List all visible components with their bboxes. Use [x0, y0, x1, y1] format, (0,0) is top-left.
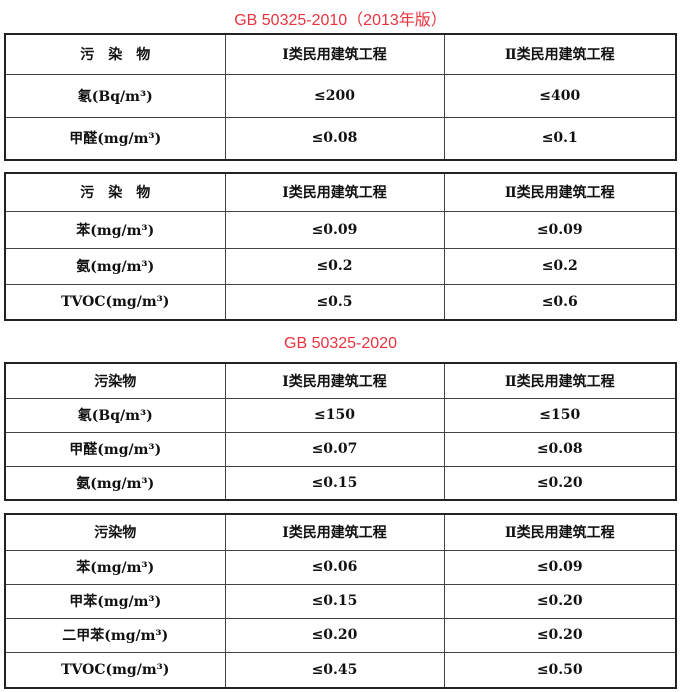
class-1-cell: ≤0.07	[224, 431, 445, 467]
table-header-row: 污染物 Ⅰ类民用建筑工程 Ⅱ类民用建筑工程	[4, 362, 677, 399]
pollutant-limits-table: 污 染 物 Ⅰ类民用建筑工程 Ⅱ类民用建筑工程 氡(Bq/m³) ≤200 ≤400 甲醛(…	[4, 33, 677, 161]
pollutant-cell: 氡(Bq/m³)	[4, 73, 226, 118]
class-1-cell: Ⅰ类民用建筑工程	[224, 513, 445, 551]
table-row: 氨(mg/m³) ≤0.2 ≤0.2	[4, 247, 677, 285]
class-2-cell: Ⅱ类民用建筑工程	[443, 172, 677, 212]
class-1-cell: Ⅰ类民用建筑工程	[224, 172, 445, 212]
pollutant-cell: 污 染 物	[4, 172, 226, 212]
section-title: GB 50325-2010（2013年版）	[234, 12, 447, 29]
class-2-cell: Ⅱ类民用建筑工程	[443, 33, 677, 75]
class-1-cell: ≤0.15	[224, 465, 445, 501]
class-1-cell: ≤0.5	[224, 283, 445, 321]
class-2-cell: ≤400	[443, 73, 677, 118]
class-1-cell: ≤0.09	[224, 210, 445, 249]
pollutant-cell: TVOC(mg/m³)	[4, 283, 226, 321]
table-row: 二甲苯(mg/m³) ≤0.20 ≤0.20	[4, 617, 677, 653]
class-1-cell: ≤0.08	[224, 116, 445, 161]
class-2-cell: Ⅱ类民用建筑工程	[443, 513, 677, 551]
pollutant-limits-table: 污染物 Ⅰ类民用建筑工程 Ⅱ类民用建筑工程 氡(Bq/m³) ≤150 ≤150 甲醛(mg…	[4, 362, 677, 501]
table-row: 甲醛(mg/m³) ≤0.08 ≤0.1	[4, 116, 677, 161]
pollutant-cell: 甲苯(mg/m³)	[4, 583, 226, 619]
class-1-cell: Ⅰ类民用建筑工程	[224, 33, 445, 75]
section-title: GB 50325-2020	[284, 335, 397, 352]
class-1-cell: Ⅰ类民用建筑工程	[224, 362, 445, 399]
table-row: 氡(Bq/m³) ≤200 ≤400	[4, 73, 677, 118]
class-2-cell: ≤0.2	[443, 247, 677, 285]
table-row: 氡(Bq/m³) ≤150 ≤150	[4, 397, 677, 433]
table-header-row: 污 染 物 Ⅰ类民用建筑工程 Ⅱ类民用建筑工程	[4, 172, 677, 212]
pollutant-cell: TVOC(mg/m³)	[4, 651, 226, 689]
class-1-cell: ≤150	[224, 397, 445, 433]
class-2-cell: ≤0.50	[443, 651, 677, 689]
table-row: 氨(mg/m³) ≤0.15 ≤0.20	[4, 465, 677, 501]
table-header-row: 污染物 Ⅰ类民用建筑工程 Ⅱ类民用建筑工程	[4, 513, 677, 551]
class-2-cell: ≤0.08	[443, 431, 677, 467]
class-2-cell: Ⅱ类民用建筑工程	[443, 362, 677, 399]
class-2-cell: ≤0.20	[443, 617, 677, 653]
pollutant-cell: 甲醛(mg/m³)	[4, 431, 226, 467]
class-2-cell: ≤0.20	[443, 583, 677, 619]
pollutant-cell: 甲醛(mg/m³)	[4, 116, 226, 161]
pollutant-cell: 苯(mg/m³)	[4, 210, 226, 249]
pollutant-cell: 污 染 物	[4, 33, 226, 75]
table-row: TVOC(mg/m³) ≤0.45 ≤0.50	[4, 651, 677, 689]
table-row: 甲苯(mg/m³) ≤0.15 ≤0.20	[4, 583, 677, 619]
class-2-cell: ≤0.09	[443, 210, 677, 249]
pollutant-cell: 污染物	[4, 362, 226, 399]
table-row: 甲醛(mg/m³) ≤0.07 ≤0.08	[4, 431, 677, 467]
class-2-cell: ≤0.20	[443, 465, 677, 501]
class-2-cell: ≤0.6	[443, 283, 677, 321]
class-1-cell: ≤0.2	[224, 247, 445, 285]
pollutant-cell: 氡(Bq/m³)	[4, 397, 226, 433]
table-row: 苯(mg/m³) ≤0.09 ≤0.09	[4, 210, 677, 249]
class-1-cell: ≤0.06	[224, 549, 445, 585]
table-row: TVOC(mg/m³) ≤0.5 ≤0.6	[4, 283, 677, 321]
pollutant-limits-table: 污染物 Ⅰ类民用建筑工程 Ⅱ类民用建筑工程 苯(mg/m³) ≤0.06 ≤0.09 甲苯(…	[4, 513, 677, 689]
class-1-cell: ≤0.45	[224, 651, 445, 689]
pollutant-cell: 氨(mg/m³)	[4, 247, 226, 285]
class-1-cell: ≤0.15	[224, 583, 445, 619]
class-1-cell: ≤0.20	[224, 617, 445, 653]
class-2-cell: ≤0.1	[443, 116, 677, 161]
class-1-cell: ≤200	[224, 73, 445, 118]
class-2-cell: ≤150	[443, 397, 677, 433]
table-row: 苯(mg/m³) ≤0.06 ≤0.09	[4, 549, 677, 585]
pollutant-cell: 二甲苯(mg/m³)	[4, 617, 226, 653]
pollutant-cell: 氨(mg/m³)	[4, 465, 226, 501]
class-2-cell: ≤0.09	[443, 549, 677, 585]
pollutant-limits-table: 污 染 物 Ⅰ类民用建筑工程 Ⅱ类民用建筑工程 苯(mg/m³) ≤0.09 ≤0.09 氨…	[4, 172, 677, 321]
table-header-row: 污 染 物 Ⅰ类民用建筑工程 Ⅱ类民用建筑工程	[4, 33, 677, 75]
pollutant-cell: 污染物	[4, 513, 226, 551]
pollutant-cell: 苯(mg/m³)	[4, 549, 226, 585]
